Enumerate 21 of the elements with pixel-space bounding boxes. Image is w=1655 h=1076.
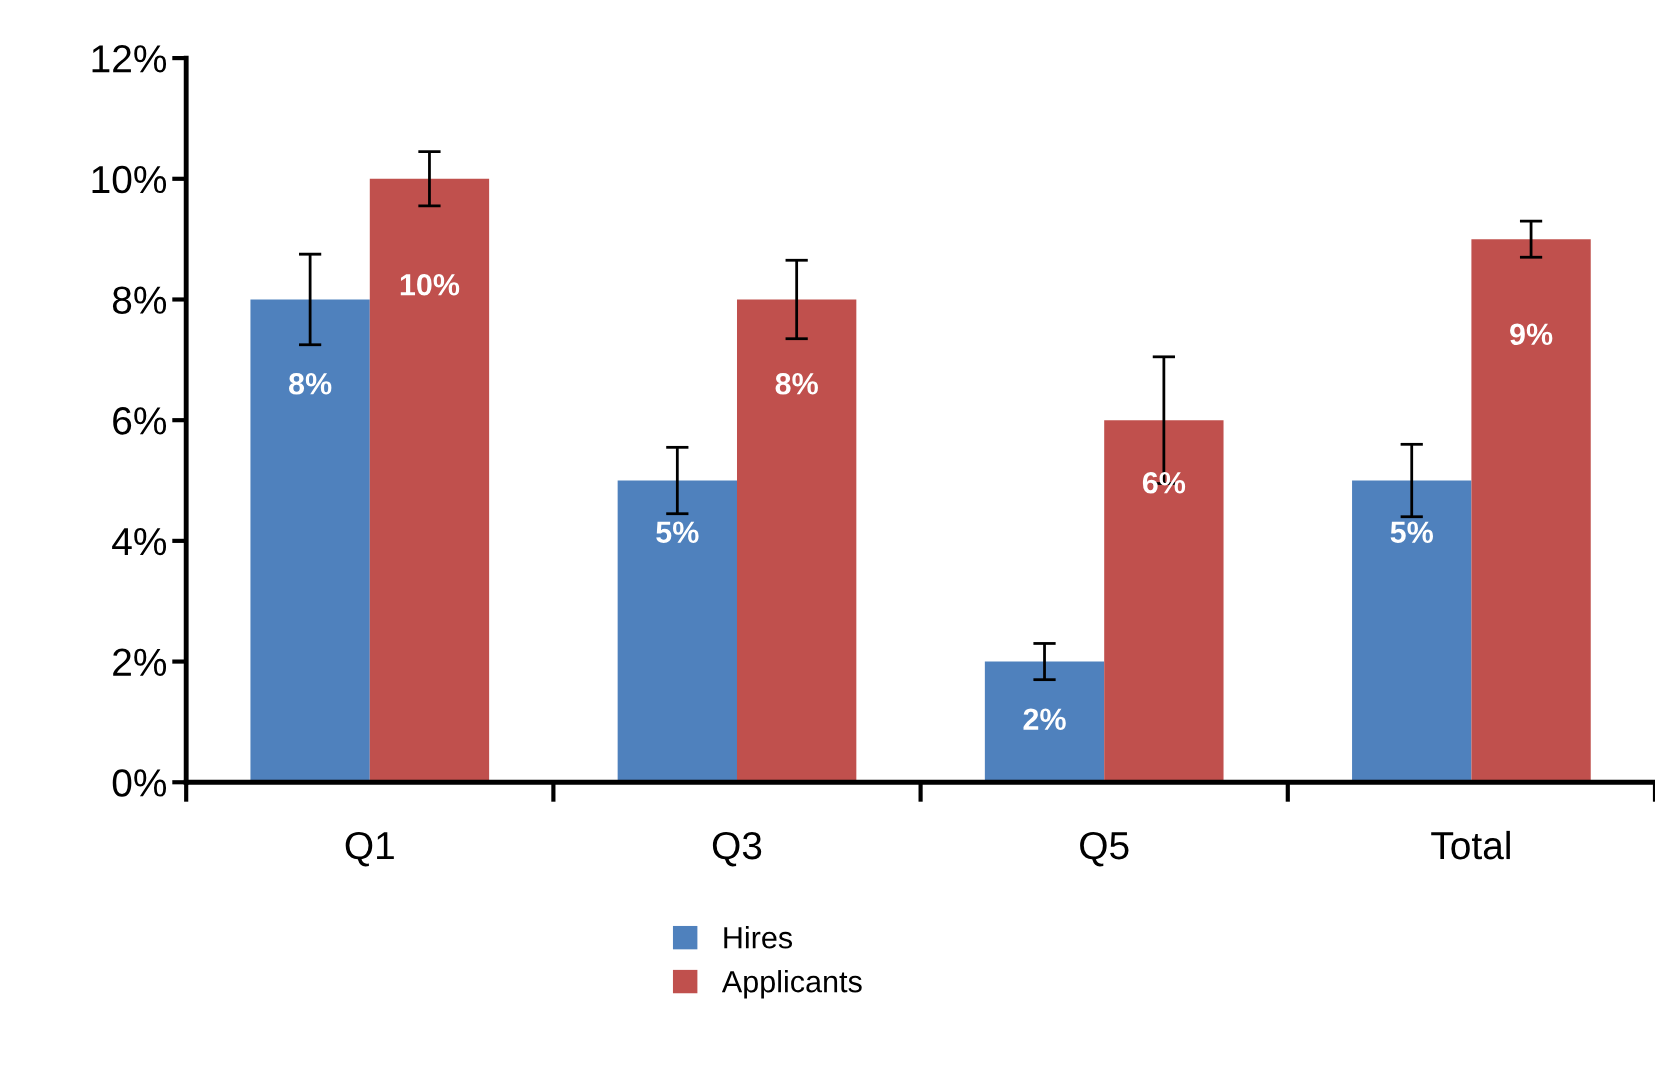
y-tick-label: 4% (112, 527, 167, 556)
x-tick-label: Q5 (1080, 831, 1129, 867)
y-tick-label: 12% (92, 45, 167, 73)
legend-label: Applicants (721, 970, 862, 999)
data-label: 2% (1023, 708, 1066, 731)
legend-label: Hires (724, 926, 793, 949)
y-tick-label: 10% (92, 165, 167, 194)
data-label: 8% (289, 372, 332, 395)
x-tick-label: Q3 (712, 831, 762, 867)
y-tick-label: 6% (113, 407, 167, 435)
y-tick-label: 8% (112, 286, 167, 314)
y-tick-label: 0% (112, 769, 167, 797)
data-label: 5% (1390, 521, 1433, 544)
data-label: 9% (1510, 323, 1553, 346)
data-label: 8% (775, 372, 818, 395)
data-label: 5% (656, 521, 699, 544)
x-tick-label: Total (1431, 830, 1510, 860)
data-label: 10% (400, 273, 460, 296)
x-tick-label: Q1 (345, 831, 394, 867)
data-label: 6% (1142, 471, 1186, 494)
y-tick-label: 2% (113, 648, 167, 676)
